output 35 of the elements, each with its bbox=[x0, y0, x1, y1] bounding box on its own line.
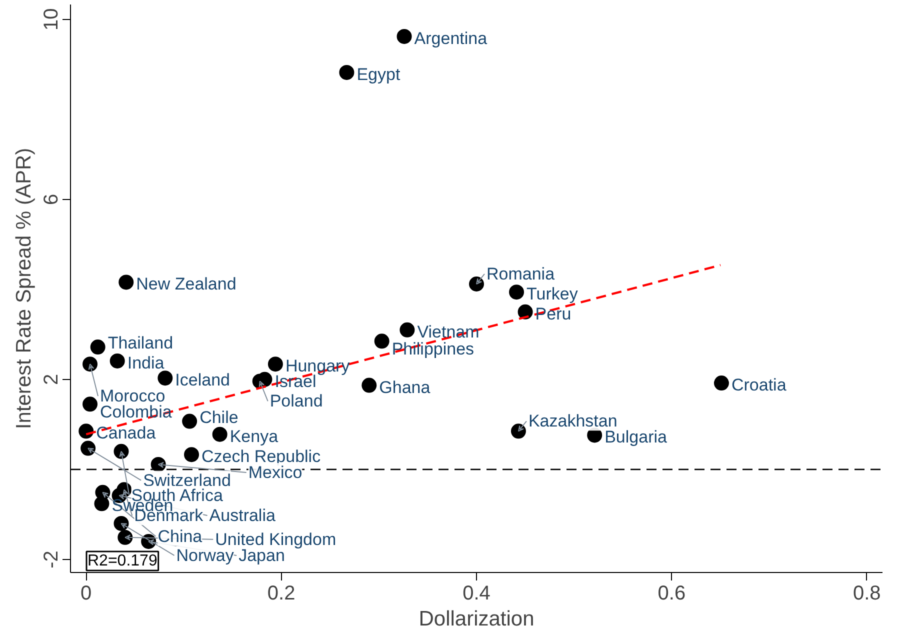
y-tick-label: -2 bbox=[40, 550, 62, 568]
annotation: New Zealand bbox=[136, 274, 236, 294]
annotation: Ghana bbox=[379, 378, 431, 397]
annotation: India bbox=[127, 353, 165, 372]
x-tick-label: 0 bbox=[80, 582, 92, 604]
annotation: Canada bbox=[96, 424, 156, 443]
x-tick-label: 0.8 bbox=[852, 582, 881, 604]
annotation: Kazakhstan bbox=[528, 412, 618, 431]
y-tick-label: 10 bbox=[40, 8, 62, 30]
annotation: Argentina bbox=[414, 28, 488, 48]
annotation: China bbox=[158, 526, 203, 546]
annotation: Australia bbox=[209, 506, 276, 526]
annotation: Egypt bbox=[356, 64, 400, 84]
x-tick-label: 0.4 bbox=[462, 582, 490, 604]
annotation: Kenya bbox=[230, 426, 279, 446]
annotation: Thailand bbox=[108, 334, 174, 353]
annotation: Mexico bbox=[248, 462, 302, 482]
y-tick-label: 2 bbox=[40, 374, 62, 385]
y-tick-label: 6 bbox=[40, 194, 62, 205]
annotation: Croatia bbox=[731, 376, 787, 395]
annotation: Iceland bbox=[175, 370, 230, 390]
annotation: Poland bbox=[270, 392, 323, 411]
annotation: Philippines bbox=[392, 340, 474, 359]
x-axis-title: Dollarization bbox=[418, 608, 534, 630]
annotation: Turkey bbox=[526, 284, 578, 304]
x-tick-label: 0.6 bbox=[658, 582, 686, 604]
annotation: Romania bbox=[486, 264, 556, 284]
annotation: Peru bbox=[535, 304, 572, 324]
y-axis-title: Interest Rate Spread % (APR) bbox=[12, 148, 36, 430]
annotation: R2=0.179 bbox=[88, 552, 158, 570]
annotation: Norway bbox=[176, 546, 234, 565]
annotation: Switzerland bbox=[143, 470, 231, 490]
x-tick-label: 0.2 bbox=[267, 582, 296, 604]
annotation: Israel bbox=[274, 372, 316, 391]
annotation: Chile bbox=[200, 408, 238, 427]
